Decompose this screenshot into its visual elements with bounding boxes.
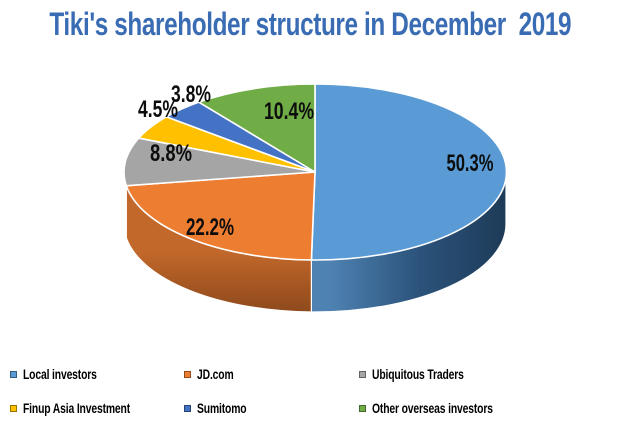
legend-swatch-local-investors — [10, 370, 17, 378]
value-label-local-investors: 50.3% — [447, 150, 494, 177]
pie-slice-jd-com — [125, 171, 316, 261]
value-label-jd-com: 22.2% — [186, 214, 234, 241]
legend-label-local-investors: Local investors — [23, 366, 97, 382]
value-label-ubiquitous-traders: 8.8% — [150, 140, 192, 167]
legend-item-local-investors: Local investors — [10, 366, 123, 382]
legend-swatch-other-overseas-investors — [359, 404, 366, 412]
chart-title: Tiki's shareholder structure in December… — [49, 6, 572, 42]
legend-label-sumitomo: Sumitomo — [197, 400, 247, 416]
legend-item-finup-asia-investment: Finup Asia Investment — [10, 400, 168, 416]
value-label-finup-asia-investment: 4.5% — [138, 96, 178, 123]
legend-swatch-sumitomo — [184, 404, 191, 412]
legend-swatch-jd-com — [184, 370, 191, 378]
pie-slice-other-overseas-investors — [198, 83, 316, 173]
legend-label-finup-asia-investment: Finup Asia Investment — [23, 400, 131, 416]
chart-title-row: Tiki's shareholder structure in December… — [0, 6, 621, 43]
pie-slice-ubiquitous-traders — [123, 137, 316, 187]
legend-label-ubiquitous-traders: Ubiquitous Traders — [372, 366, 464, 382]
legend-item-ubiquitous-traders: Ubiquitous Traders — [359, 366, 496, 382]
legend-label-jd-com: JD.com — [197, 366, 234, 382]
legend-swatch-ubiquitous-traders — [359, 370, 366, 378]
legend-item-jd-com: JD.com — [184, 366, 246, 382]
value-label-other-overseas-investors: 10.4% — [264, 98, 314, 125]
legend-label-other-overseas-investors: Other overseas investors — [372, 400, 493, 416]
value-label-sumitomo: 3.8% — [171, 81, 211, 108]
pie-slice-local-investors — [310, 83, 508, 261]
legend-item-other-overseas-investors: Other overseas investors — [359, 400, 535, 416]
legend-item-sumitomo: Sumitomo — [184, 400, 264, 416]
legend-swatch-finup-asia-investment — [10, 404, 17, 412]
